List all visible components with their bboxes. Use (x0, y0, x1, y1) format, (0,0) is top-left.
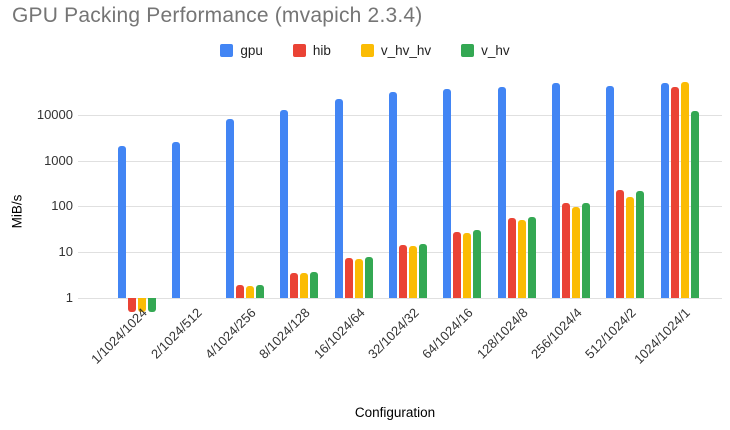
bar-v_hv[interactable] (256, 285, 265, 298)
legend-item-hib[interactable]: hib (292, 43, 331, 58)
legend: gpu hib v_hv_hv v_hv (0, 43, 730, 58)
bar-hib[interactable] (616, 189, 625, 298)
x-tick-label: 128/1024/8 (473, 305, 531, 362)
bar-gpu[interactable] (551, 83, 560, 298)
bar-v_hv[interactable] (473, 230, 482, 298)
legend-swatch-v_hv (461, 44, 475, 57)
bar-v_hv[interactable] (419, 244, 427, 298)
x-tick-label: 2/1024/512 (147, 305, 205, 362)
x-tick-label: 64/1024/16 (419, 305, 476, 362)
bar-v_hv_hv[interactable] (517, 219, 526, 298)
bar-hib[interactable] (507, 217, 516, 298)
legend-label-hib: hib (312, 43, 331, 58)
bar-gpu[interactable] (280, 110, 289, 298)
legend-label-v_hv: v_hv (481, 43, 510, 58)
y-tick-label-1000: 1000 (44, 152, 73, 168)
bar-hib[interactable] (236, 285, 245, 298)
gridline-1 (78, 298, 722, 299)
bar-v_hv_hv[interactable] (137, 298, 146, 312)
bar-hib[interactable] (561, 202, 570, 298)
bar-v_hv_hv[interactable] (626, 197, 635, 298)
legend-swatch-gpu (220, 44, 234, 57)
bar-v_hv[interactable] (527, 216, 536, 298)
bar-gpu[interactable] (171, 141, 180, 298)
x-tick-label: 256/1024/4 (527, 305, 585, 362)
y-tick-label-10000: 10000 (36, 106, 73, 122)
y-tick-label-1: 1 (65, 290, 73, 305)
bar-v_hv[interactable] (147, 298, 156, 312)
bar-gpu[interactable] (226, 119, 235, 298)
bar-v_hv_hv[interactable] (246, 286, 255, 298)
bar-gpu[interactable] (497, 87, 506, 298)
bar-hib[interactable] (670, 87, 679, 298)
bar-v_hv[interactable] (636, 191, 645, 298)
gridline-10000 (78, 114, 722, 116)
x-tick-label: 32/1024/32 (364, 305, 422, 362)
bar-hib[interactable] (453, 231, 462, 298)
x-axis-title: Configuration (354, 405, 436, 420)
legend-swatch-v_hv_hv (360, 44, 374, 57)
x-tick-label: 512/1024/2 (582, 305, 639, 362)
y-axis-title: MiB/s (9, 194, 25, 229)
gridline-1000 (78, 160, 722, 162)
legend-swatch-hib (292, 44, 306, 57)
chart-title: GPU Packing Performance (mvapich 2.3.4) (12, 4, 423, 27)
bar-hib[interactable] (344, 257, 353, 298)
bar-v_hv_hv[interactable] (571, 207, 580, 298)
legend-label-v_hv_hv: v_hv_hv (380, 43, 432, 58)
bar-v_hv[interactable] (581, 202, 590, 298)
legend-item-gpu[interactable]: gpu (220, 43, 263, 58)
bar-v_hv_hv[interactable] (300, 273, 309, 298)
bar-v_hv[interactable] (364, 257, 373, 298)
x-tick-label: 1/1024/1024 (88, 305, 151, 367)
x-tick-label: 4/1024/256 (202, 305, 259, 362)
bar-gpu[interactable] (606, 85, 615, 298)
bar-gpu[interactable] (443, 88, 452, 298)
bar-v_hv_hv[interactable] (354, 259, 363, 298)
legend-item-v_hv_hv[interactable]: v_hv_hv (360, 43, 432, 58)
bar-gpu[interactable] (660, 83, 669, 298)
bar-v_hv_hv[interactable] (680, 81, 689, 298)
bar-gpu[interactable] (117, 145, 126, 298)
y-tick-label-100: 100 (51, 198, 73, 214)
y-tick-label-10: 10 (58, 244, 73, 260)
bar-v_hv[interactable] (690, 111, 699, 298)
bar-gpu[interactable] (389, 92, 397, 298)
gridline-100 (78, 206, 722, 208)
bar-hib[interactable] (127, 298, 136, 312)
x-tick-label: 16/1024/64 (310, 305, 368, 362)
x-tick-label: 8/1024/128 (256, 305, 314, 362)
bar-hib[interactable] (290, 272, 299, 298)
bar-hib[interactable] (399, 244, 407, 298)
legend-item-v_hv[interactable]: v_hv (461, 43, 510, 58)
bar-v_hv[interactable] (310, 272, 319, 298)
bar-v_hv_hv[interactable] (409, 246, 417, 298)
bar-v_hv_hv[interactable] (463, 233, 472, 298)
legend-label-gpu: gpu (240, 43, 263, 58)
bar-gpu[interactable] (334, 99, 343, 298)
x-tick-label: 1024/1024/1 (631, 305, 694, 367)
